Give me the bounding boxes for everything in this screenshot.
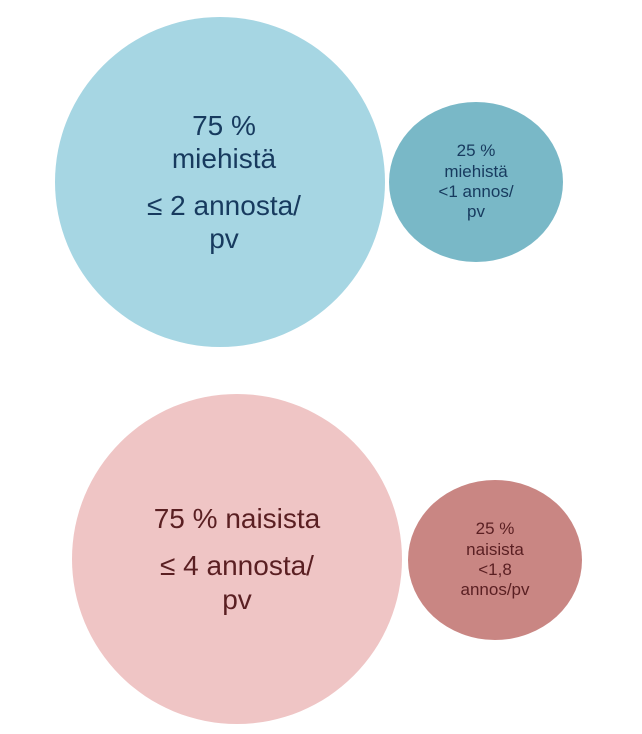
women-minority-group: naisista bbox=[466, 539, 524, 559]
women-minority-circle: 25 % naisista <1,8 annos/pv bbox=[408, 480, 582, 640]
men-minority-percent: 25 % bbox=[456, 141, 496, 161]
men-majority-unit: pv bbox=[209, 223, 239, 255]
men-majority-circle: 75 % miehistä ≤ 2 annosta/ pv bbox=[55, 17, 385, 347]
men-minority-unit: pv bbox=[467, 202, 485, 222]
women-minority-percent: 25 % bbox=[475, 519, 515, 539]
men-majority-amount: ≤ 2 annosta/ bbox=[147, 190, 301, 221]
men-minority-amount: <1 annos/ bbox=[438, 182, 514, 201]
women-minority-unit: annos/pv bbox=[460, 580, 530, 600]
women-majority-percent-group: 75 % naisista bbox=[153, 503, 321, 535]
women-majority-circle: 75 % naisista ≤ 4 annosta/ pv bbox=[72, 394, 402, 724]
men-majority-percent: 75 % bbox=[192, 109, 256, 141]
women-majority-amount: ≤ 4 annosta/ bbox=[160, 550, 314, 582]
women-minority-amount: <1,8 bbox=[478, 560, 512, 579]
men-majority-group: miehistä bbox=[171, 142, 277, 174]
women-majority-unit: pv bbox=[222, 583, 252, 615]
men-minority-circle: 25 % miehistä <1 annos/ pv bbox=[389, 102, 563, 262]
men-minority-group: miehistä bbox=[444, 161, 508, 181]
